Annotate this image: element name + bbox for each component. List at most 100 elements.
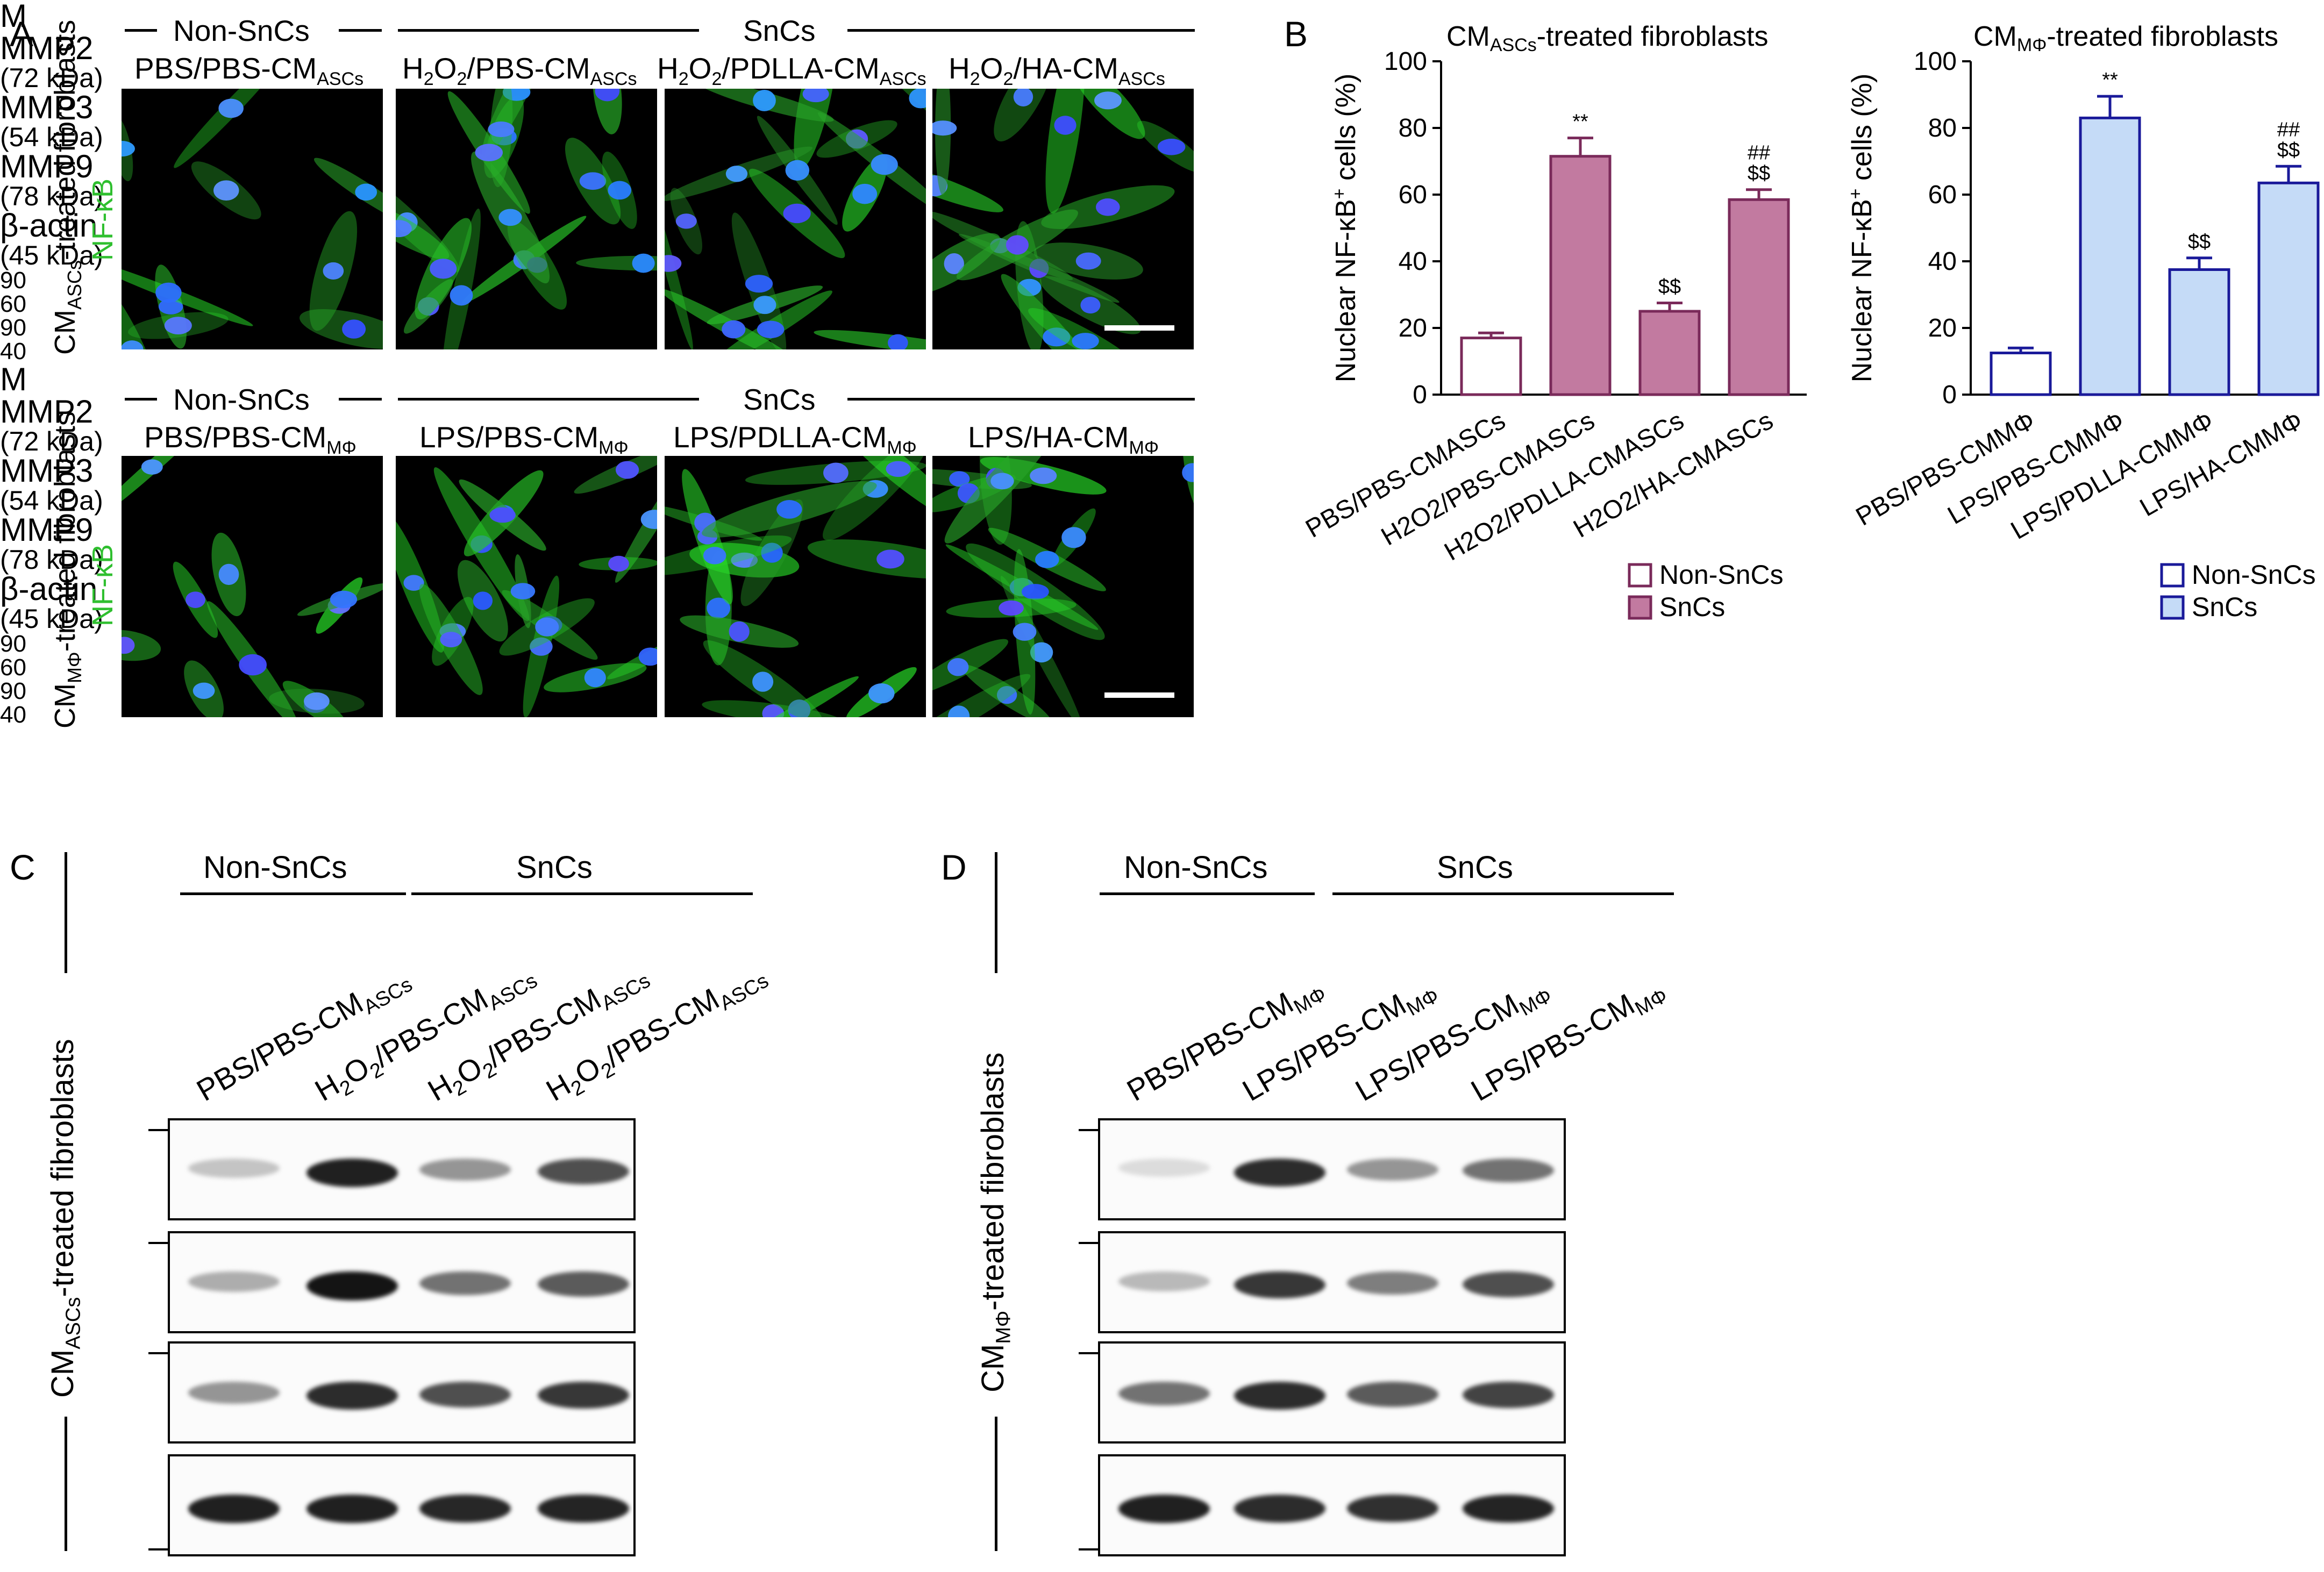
protein-label: MMP3 — [0, 453, 94, 489]
marker-label: M — [0, 0, 27, 34]
row2-condition-1: PBS/PBS-CMMΦ — [144, 420, 357, 458]
significance-mark: $$ — [2277, 139, 2300, 161]
row2-micrograph-1 — [122, 456, 383, 717]
cell-nucleus — [1094, 91, 1122, 110]
cell-body — [574, 456, 657, 494]
cell-nucleus — [535, 617, 559, 637]
cell-nucleus — [640, 510, 657, 530]
cell-nucleus — [1043, 327, 1071, 347]
cell-nucleus — [430, 259, 457, 279]
panel-c-sncs-line — [411, 892, 753, 895]
lane-label: LPS/PBS-CMMΦ — [1349, 984, 1556, 1107]
panel-c-nonsncs-header: Non-SnCs — [203, 850, 347, 885]
cell-nucleus — [122, 637, 135, 654]
panel-d-nonsncs-header: Non-SnCs — [1124, 850, 1268, 885]
blot-band — [1234, 1271, 1325, 1299]
row2-micrograph-3 — [665, 456, 926, 717]
cell-nucleus — [355, 183, 377, 201]
significance-mark: $$ — [2188, 231, 2211, 253]
marker-tick — [1079, 1129, 1098, 1131]
cell-nucleus — [675, 213, 697, 229]
row2-condition-2: LPS/PBS-CMMΦ — [419, 420, 629, 458]
y-tick-label: 80 — [1928, 114, 1957, 142]
blot-band — [1118, 1382, 1210, 1406]
y-tick-label: 0 — [1413, 381, 1427, 409]
bar — [1549, 155, 1612, 396]
y-tick-label: 60 — [1399, 181, 1427, 209]
protein-label: MMP9 — [0, 148, 94, 184]
bar — [2168, 268, 2230, 396]
marker-tick — [1079, 1242, 1098, 1244]
panel-d-side-bar-bottom — [995, 1417, 997, 1551]
cell-nucleus — [141, 459, 163, 475]
bar — [1990, 352, 2052, 396]
cell-nucleus — [450, 285, 473, 306]
y-tick-label: 20 — [1399, 314, 1427, 342]
row1-micrograph-1 — [122, 89, 383, 349]
chart-title: CMASCs-treated fibroblasts — [1446, 21, 1768, 55]
cell-nucleus — [164, 317, 192, 334]
cell-nucleus — [1157, 139, 1186, 155]
panel-c-side-bar-bottom — [65, 1417, 67, 1551]
marker-tick-label: 90 — [0, 631, 26, 657]
panel-c-side-title: CMASCs-treated fibroblasts — [45, 1039, 85, 1398]
cell-nucleus — [1075, 252, 1101, 270]
cell-nucleus — [999, 600, 1024, 616]
legend-label-nonsncs: Non-SnCs — [1659, 560, 1784, 590]
cell-nucleus — [776, 500, 802, 519]
blot-band — [1463, 1382, 1554, 1409]
cell-nucleus — [488, 121, 515, 138]
row2-nonsncs-line-left — [125, 398, 157, 401]
row2-condition-3: LPS/PDLLA-CMMΦ — [673, 420, 917, 458]
blot-band — [1347, 1271, 1438, 1295]
marker-tick-label: 40 — [0, 702, 26, 728]
cell-nucleus — [1072, 333, 1099, 349]
cell-nucleus — [502, 89, 531, 101]
panel-d-side-bar-top — [995, 852, 997, 973]
row1-sncs-header: SnCs — [743, 14, 816, 47]
cell-nucleus — [886, 461, 911, 477]
marker-tick-label: 40 — [0, 338, 26, 365]
cell-nucleus — [729, 621, 750, 642]
y-tick-label: 80 — [1399, 114, 1427, 142]
blot-band — [306, 1495, 398, 1523]
cell-nucleus — [785, 160, 810, 181]
cell-nucleus — [731, 552, 758, 568]
panel-a-label: A — [10, 14, 34, 54]
row2-stain-label: NF-κB — [87, 544, 119, 626]
y-axis-label: Nuclear NF-κB+ cells (%) — [1845, 74, 1878, 383]
cell-nucleus — [762, 704, 785, 717]
cell-nucleus — [932, 120, 957, 136]
cell-nucleus — [948, 705, 970, 717]
protein-size-label: (78 kDa) — [0, 545, 103, 575]
y-tick-label: 100 — [1384, 47, 1427, 76]
chart-b2: CMMΦ-treated fibroblasts 0 20 40 60 80 100 Nucl… — [1845, 21, 2320, 622]
protein-size-label: (72 kDa) — [0, 63, 103, 93]
bar — [2079, 116, 2141, 396]
y-tick-label: 100 — [1914, 47, 1957, 76]
category-label: LPS/HA-CMMΦ — [2135, 406, 2308, 523]
marker-label: M — [0, 361, 27, 397]
blot-band — [1463, 1271, 1554, 1297]
panel-d-label: D — [941, 847, 967, 887]
blot-band — [538, 1382, 629, 1409]
panel-d: D CMMΦ-treated fibroblasts Non-SnCs SnCs… — [0, 361, 2324, 1556]
panel-d-sncs-header: SnCs — [1437, 850, 1513, 885]
protein-label: MMP2 — [0, 394, 94, 430]
scale-bar — [1104, 325, 1174, 331]
cell-nucleus — [595, 89, 620, 102]
protein-size-label: (54 kDa) — [0, 122, 103, 152]
cell-nucleus — [947, 658, 969, 676]
blot-band — [1347, 1382, 1438, 1407]
chart-b1: CMASCs-treated fibroblasts 0 20 40 60 80 100 Nu… — [1301, 21, 1807, 622]
protein-size-label: (72 kDa) — [0, 426, 103, 456]
cell-nucleus — [1013, 89, 1033, 106]
legend-swatch-sncs — [2160, 595, 2185, 620]
row1-micrograph-3 — [665, 89, 926, 349]
blot-band — [1118, 1495, 1210, 1523]
cell-nucleus — [745, 275, 773, 293]
panel-d-nonsncs-line — [1100, 892, 1315, 895]
panel-d-blots: PBS/PBS-CMMΦ LPS/PBS-CMMΦ LPS/PBS-CMMΦ LPS/… — [0, 361, 2324, 1556]
cell-nucleus — [868, 683, 895, 704]
row2-sncs-header: SnCs — [743, 383, 816, 416]
